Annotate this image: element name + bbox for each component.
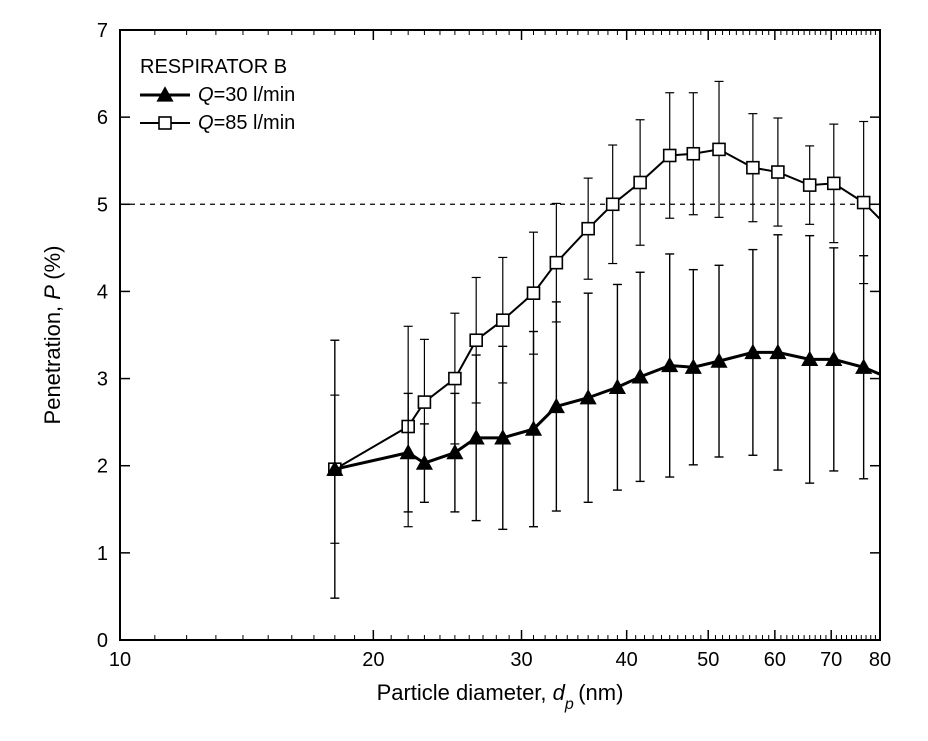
y-axis-label: Penetration, P (%) [40,246,65,425]
x-tick-label: 20 [362,649,384,671]
chart-container: 102030405060708001234567Particle diamete… [0,0,928,741]
y-tick-label: 4 [97,281,108,303]
x-tick-label: 70 [820,649,842,671]
y-tick-label: 7 [97,20,108,42]
x-tick-label: 60 [764,649,786,671]
x-tick-label: 30 [510,649,532,671]
y-tick-label: 0 [97,630,108,652]
legend-title: RESPIRATOR B [140,56,287,78]
y-tick-label: 6 [97,107,108,129]
x-tick-label: 40 [616,649,638,671]
x-tick-label: 50 [697,649,719,671]
penetration-chart: 102030405060708001234567Particle diamete… [0,0,928,741]
y-tick-label: 3 [97,369,108,391]
y-tick-label: 2 [97,456,108,478]
y-tick-label: 1 [97,543,108,565]
legend-item-label: Q=30 l/min [198,84,295,106]
legend-item-label: Q=85 l/min [198,112,295,134]
legend: RESPIRATOR B Q=30 l/min Q=85 l/min [140,56,295,134]
y-tick-label: 5 [97,194,108,216]
x-tick-label: 80 [869,649,891,671]
x-tick-label: 10 [109,649,131,671]
